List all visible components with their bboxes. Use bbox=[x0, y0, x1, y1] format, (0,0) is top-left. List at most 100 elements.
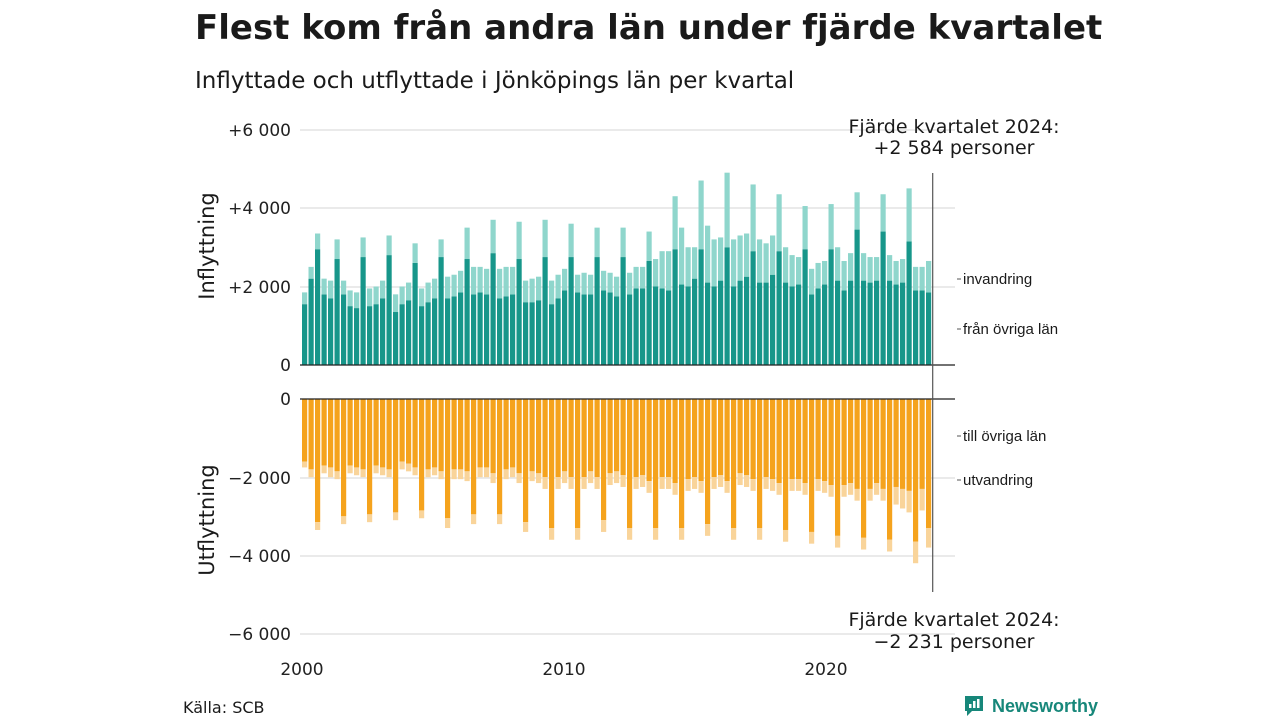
bar-inflyttning-invandring bbox=[640, 266, 646, 289]
top-ytick-label: +6 000 bbox=[228, 121, 291, 141]
bar-utflyttning-till-ovriga-lan bbox=[438, 399, 444, 472]
bar-inflyttning-fran-ovriga-lan bbox=[718, 280, 724, 365]
bar-inflyttning-invandring bbox=[601, 270, 607, 291]
bar-inflyttning-fran-ovriga-lan bbox=[919, 290, 925, 365]
bar-inflyttning-invandring bbox=[913, 266, 919, 291]
bar-utflyttning-utvandring bbox=[718, 475, 724, 487]
bar-inflyttning-fran-ovriga-lan bbox=[386, 255, 392, 365]
bar-utflyttning-till-ovriga-lan bbox=[406, 399, 412, 464]
bar-inflyttning-fran-ovriga-lan bbox=[750, 251, 756, 365]
bar-utflyttning-till-ovriga-lan bbox=[588, 399, 594, 472]
bar-inflyttning-fran-ovriga-lan bbox=[698, 249, 704, 365]
bar-inflyttning-invandring bbox=[477, 266, 483, 293]
bar-utflyttning-till-ovriga-lan bbox=[334, 399, 340, 472]
bar-inflyttning-invandring bbox=[386, 235, 392, 256]
bar-utflyttning-utvandring bbox=[614, 471, 620, 484]
chart-title: Flest kom från andra län under fjärde kv… bbox=[195, 8, 1103, 48]
bar-inflyttning-invandring bbox=[828, 204, 834, 250]
bar-utflyttning-till-ovriga-lan bbox=[321, 399, 327, 466]
bar-inflyttning-fran-ovriga-lan bbox=[399, 304, 405, 365]
bar-utflyttning-utvandring bbox=[386, 469, 392, 478]
bar-inflyttning-fran-ovriga-lan bbox=[763, 282, 769, 365]
bar-inflyttning-invandring bbox=[698, 180, 704, 250]
bar-inflyttning-invandring bbox=[653, 259, 659, 287]
label-invandring: invandring bbox=[963, 271, 1032, 288]
bar-utflyttning-till-ovriga-lan bbox=[419, 399, 425, 511]
bar-utflyttning-utvandring bbox=[633, 477, 639, 489]
bar-inflyttning-fran-ovriga-lan bbox=[607, 292, 613, 365]
bar-inflyttning-fran-ovriga-lan bbox=[562, 290, 568, 365]
bar-inflyttning-invandring bbox=[874, 257, 880, 281]
bar-inflyttning-fran-ovriga-lan bbox=[802, 249, 808, 365]
bar-utflyttning-utvandring bbox=[536, 473, 542, 484]
bar-utflyttning-utvandring bbox=[913, 541, 919, 564]
bar-utflyttning-utvandring bbox=[679, 528, 685, 540]
bar-inflyttning-fran-ovriga-lan bbox=[776, 251, 782, 365]
bar-utflyttning-till-ovriga-lan bbox=[601, 399, 607, 521]
bar-utflyttning-till-ovriga-lan bbox=[854, 399, 860, 489]
bar-inflyttning-fran-ovriga-lan bbox=[659, 288, 665, 365]
bar-inflyttning-invandring bbox=[302, 292, 308, 305]
bar-inflyttning-invandring bbox=[919, 266, 925, 291]
bar-utflyttning-till-ovriga-lan bbox=[549, 399, 555, 529]
bar-utflyttning-till-ovriga-lan bbox=[516, 399, 522, 474]
bar-utflyttning-till-ovriga-lan bbox=[503, 399, 509, 470]
bar-utflyttning-till-ovriga-lan bbox=[536, 399, 542, 474]
bar-utflyttning-till-ovriga-lan bbox=[672, 399, 678, 484]
bar-inflyttning-fran-ovriga-lan bbox=[555, 298, 561, 365]
bar-utflyttning-till-ovriga-lan bbox=[887, 399, 893, 540]
bar-utflyttning-till-ovriga-lan bbox=[367, 399, 373, 515]
bar-utflyttning-utvandring bbox=[523, 522, 529, 532]
x-tick-label: 2010 bbox=[542, 660, 585, 680]
bar-utflyttning-utvandring bbox=[549, 528, 555, 540]
bar-inflyttning-invandring bbox=[692, 247, 698, 279]
bar-utflyttning-utvandring bbox=[412, 467, 418, 476]
bar-utflyttning-till-ovriga-lan bbox=[614, 399, 620, 472]
bar-inflyttning-invandring bbox=[757, 239, 763, 283]
bar-utflyttning-utvandring bbox=[880, 488, 886, 501]
label-utvandring: utvandring bbox=[963, 472, 1033, 489]
bar-inflyttning-fran-ovriga-lan bbox=[315, 249, 321, 365]
bar-inflyttning-invandring bbox=[347, 290, 353, 307]
bar-inflyttning-fran-ovriga-lan bbox=[848, 280, 854, 365]
bar-utflyttning-till-ovriga-lan bbox=[575, 399, 581, 529]
brand-name: Newsworthy bbox=[992, 695, 1099, 716]
bar-inflyttning-fran-ovriga-lan bbox=[302, 304, 308, 365]
bar-utflyttning-till-ovriga-lan bbox=[802, 399, 808, 484]
bar-utflyttning-utvandring bbox=[354, 467, 360, 476]
bar-inflyttning-fran-ovriga-lan bbox=[354, 308, 360, 365]
bar-inflyttning-invandring bbox=[679, 227, 685, 285]
bar-inflyttning-invandring bbox=[458, 270, 464, 293]
bar-utflyttning-utvandring bbox=[555, 477, 561, 489]
bar-utflyttning-utvandring bbox=[919, 488, 925, 511]
bar-utflyttning-utvandring bbox=[497, 514, 503, 525]
bar-utflyttning-till-ovriga-lan bbox=[412, 399, 418, 468]
bar-inflyttning-fran-ovriga-lan bbox=[367, 306, 373, 365]
bar-inflyttning-fran-ovriga-lan bbox=[419, 306, 425, 365]
bar-inflyttning-fran-ovriga-lan bbox=[867, 282, 873, 365]
bar-utflyttning-till-ovriga-lan bbox=[809, 399, 815, 532]
bar-utflyttning-utvandring bbox=[445, 518, 451, 529]
bar-utflyttning-utvandring bbox=[796, 479, 802, 491]
bar-utflyttning-utvandring bbox=[841, 485, 847, 497]
bar-utflyttning-till-ovriga-lan bbox=[731, 399, 737, 529]
bar-utflyttning-till-ovriga-lan bbox=[750, 399, 756, 480]
bar-inflyttning-invandring bbox=[471, 266, 477, 295]
bar-inflyttning-invandring bbox=[360, 237, 366, 258]
bar-inflyttning-fran-ovriga-lan bbox=[601, 290, 607, 365]
bar-inflyttning-invandring bbox=[867, 257, 873, 283]
bar-inflyttning-fran-ovriga-lan bbox=[835, 280, 841, 365]
bar-utflyttning-till-ovriga-lan bbox=[789, 399, 795, 480]
bar-inflyttning-fran-ovriga-lan bbox=[529, 302, 535, 365]
bar-inflyttning-invandring bbox=[412, 243, 418, 263]
bar-utflyttning-utvandring bbox=[568, 477, 574, 489]
bar-inflyttning-invandring bbox=[380, 280, 386, 299]
bar-utflyttning-utvandring bbox=[900, 488, 906, 509]
bar-inflyttning-invandring bbox=[484, 268, 490, 295]
bar-inflyttning-fran-ovriga-lan bbox=[685, 286, 691, 365]
bar-utflyttning-utvandring bbox=[503, 469, 509, 480]
bar-inflyttning-fran-ovriga-lan bbox=[510, 294, 516, 365]
bar-inflyttning-fran-ovriga-lan bbox=[471, 294, 477, 365]
bar-utflyttning-utvandring bbox=[484, 467, 490, 478]
